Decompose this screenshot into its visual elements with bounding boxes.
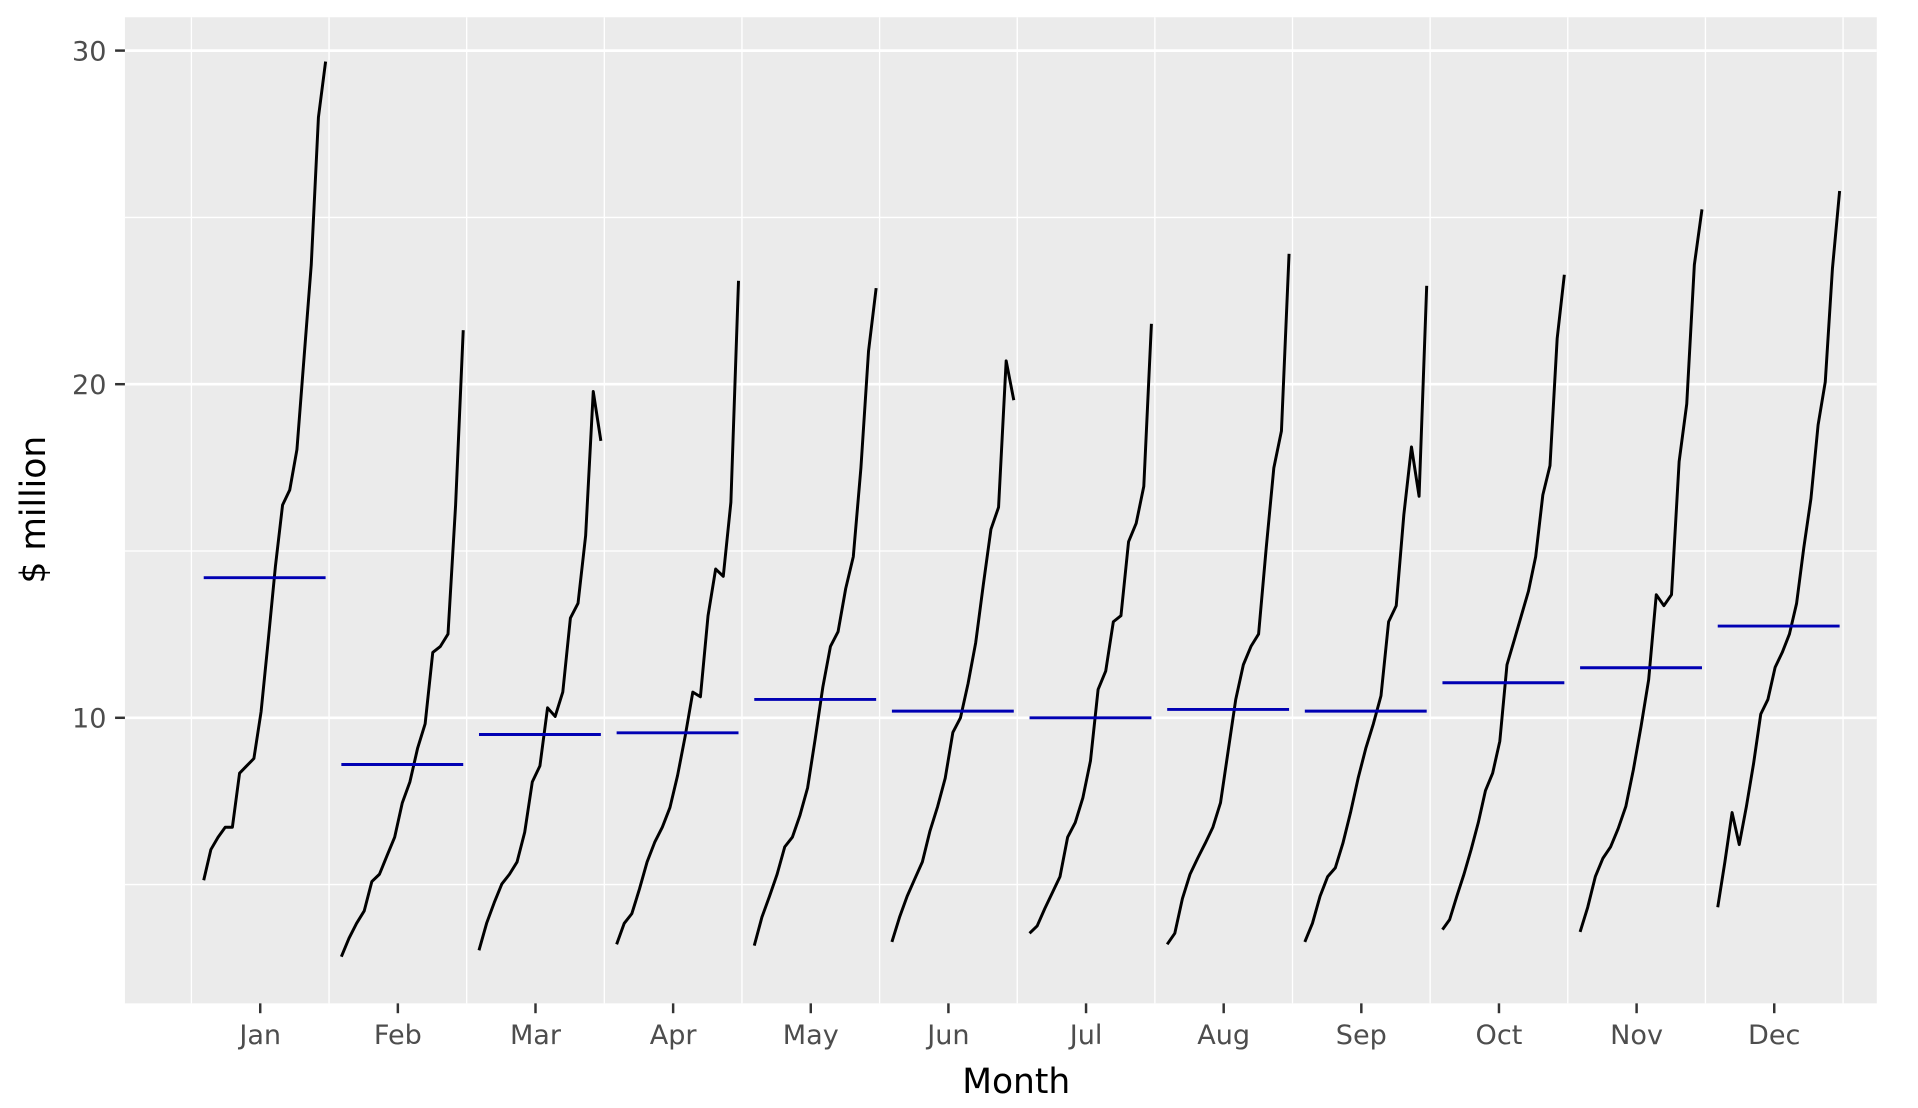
- subseries-line: [1165, 253, 1291, 946]
- subseries-line: [1441, 274, 1566, 931]
- plot-background: [124, 17, 1877, 1004]
- x-tick-label: Mar: [510, 1020, 562, 1051]
- subseries-line: [477, 390, 603, 951]
- x-tick-label: Jan: [237, 1020, 281, 1051]
- subseries-line: [1716, 190, 1842, 908]
- y-tick-label: 10: [72, 704, 106, 735]
- x-tick-label: Nov: [1610, 1020, 1663, 1051]
- subseries-line: [339, 330, 465, 958]
- y-tick-label: 30: [72, 36, 106, 67]
- y-axis-title: $ million: [14, 436, 54, 584]
- y-tick-label: 20: [72, 370, 106, 401]
- x-tick-label: Feb: [374, 1020, 422, 1051]
- x-tick-label: Apr: [650, 1020, 698, 1051]
- x-tick-label: Jul: [1068, 1020, 1103, 1051]
- x-tick-label: Sep: [1336, 1020, 1387, 1051]
- x-axis-title: Month: [962, 1062, 1070, 1102]
- subseries-line: [752, 287, 878, 947]
- x-tick-label: Jun: [925, 1020, 969, 1051]
- x-tick-label: Aug: [1197, 1020, 1250, 1051]
- subseries-line: [890, 359, 1016, 943]
- subseries-line: [615, 280, 740, 945]
- subseries-line: [1303, 285, 1429, 943]
- subseries-line: [1578, 209, 1704, 933]
- subseries-line: [1028, 323, 1153, 935]
- x-tick-label: May: [783, 1020, 839, 1051]
- x-tick-label: Dec: [1748, 1020, 1800, 1051]
- x-tick-label: Oct: [1476, 1020, 1523, 1051]
- subseries-line: [202, 61, 328, 881]
